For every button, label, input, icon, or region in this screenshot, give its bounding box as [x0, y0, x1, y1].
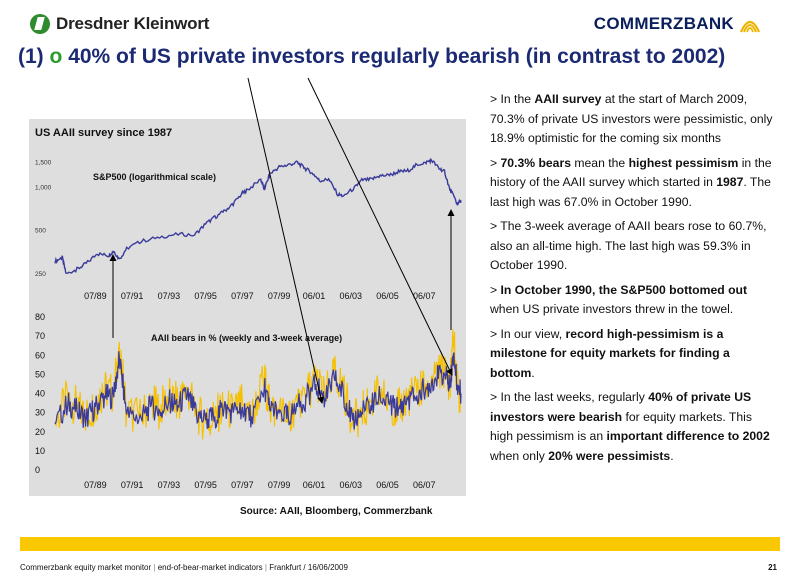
bullet-segment: in the history of the AAII survey which …	[490, 155, 772, 190]
dresdner-logo-text: Dresdner Kleinwort	[56, 14, 210, 33]
bullet-segment: .	[531, 365, 535, 380]
bullet-segment: > The 3-week average of AAII bears rose …	[490, 219, 767, 272]
page-number: 21	[768, 563, 777, 572]
bullet-6: > In the last weeks, regularly 40% of pr…	[490, 388, 774, 466]
header: Dresdner Kleinwort COMMERZBANK	[0, 0, 791, 48]
chart-source: Source: AAII, Bloomberg, Commerzbank	[240, 506, 433, 517]
bullet-segment: >	[490, 282, 501, 297]
bullet-segment: > In our view,	[490, 326, 566, 341]
bullet-segment: at the start of March 2009, 70.3% of pri…	[490, 92, 773, 145]
commerzbank-ribbon-icon	[739, 20, 761, 33]
bullet-segment: .	[670, 448, 674, 463]
bullet-3: > The 3-week average of AAII bears rose …	[490, 217, 774, 276]
bullet-segment: 20% were pessimists	[548, 448, 671, 463]
bullet-segment: > In the	[490, 92, 535, 106]
bullet-segment: In October 1990, the S&P500 bottomed out	[500, 282, 748, 297]
title-text: 40% of US private investors regularly be…	[68, 45, 726, 68]
title-number: (1)	[18, 45, 44, 68]
footer-text-b: end-of-bear-market indicators	[157, 563, 263, 572]
footer-text-c: Frankfurt / 16/06/2009	[269, 563, 348, 572]
bullet-segment: 70.3% bears	[500, 155, 571, 170]
bullet-segment: record high-pessimism is a milestone for…	[490, 326, 730, 380]
page-title: (1) o 40% of US private investors regula…	[18, 45, 725, 69]
dresdner-logo-icon	[30, 14, 50, 34]
bullet-segment: . The last high was 67.0% in October 199…	[490, 175, 771, 209]
bullet-4: > In October 1990, the S&P500 bottomed o…	[490, 281, 774, 320]
bullet-1: > In the AAII survey at the start of Mar…	[490, 90, 774, 149]
bullet-segment: 1987	[716, 175, 744, 189]
bullet-segment: highest pessimism	[628, 155, 739, 170]
commerzbank-logo: COMMERZBANK	[594, 14, 761, 34]
bullet-segment: AAII survey	[534, 92, 602, 106]
bullet-segment: >	[490, 155, 501, 170]
bullet-segment: mean the	[570, 155, 629, 170]
bullet-segment: > In the last weeks, regularly	[490, 390, 649, 404]
bullet-segment: for equity markets. This high pessimism …	[490, 409, 752, 444]
commentary-bullets: > In the AAII survey at the start of Mar…	[490, 90, 774, 471]
dresdner-kleinwort-logo: Dresdner Kleinwort	[30, 14, 209, 34]
bullet-segment: when US private investors threw in the t…	[490, 302, 734, 316]
footer-text-a: Commerzbank equity market monitor	[20, 563, 152, 572]
bullet-segment: important difference to 2002	[606, 429, 770, 443]
bullet-2: > 70.3% bears mean the highest pessimism…	[490, 154, 774, 213]
bullet-5: > In our view, record high-pessimism is …	[490, 325, 774, 384]
title-bullet: o	[49, 45, 63, 68]
commerzbank-logo-text: COMMERZBANK	[593, 14, 734, 33]
bullet-segment: when only	[490, 448, 549, 463]
footer-text: Commerzbank equity market monitor | end-…	[20, 563, 348, 572]
chart-panel	[29, 119, 466, 496]
bullet-segment: 40% of private US investors were bearish	[490, 390, 752, 424]
footer-bar	[20, 537, 780, 551]
